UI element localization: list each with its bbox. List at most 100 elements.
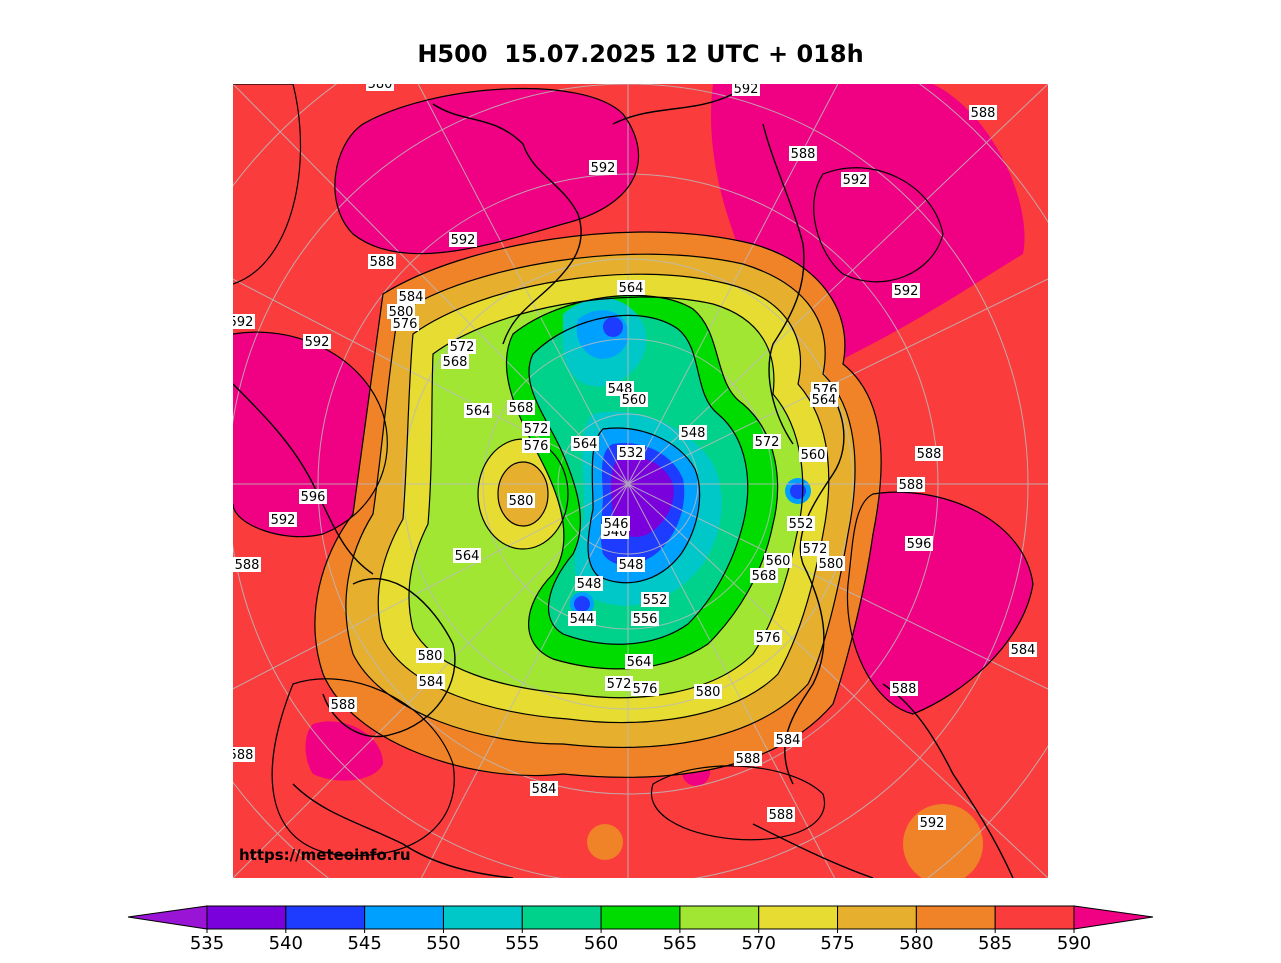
colorbar-tick-label: 560 <box>584 933 618 954</box>
svg-text:588: 588 <box>769 808 794 823</box>
svg-text:572: 572 <box>803 542 828 557</box>
contour-lines <box>233 84 1034 857</box>
svg-text:564: 564 <box>812 393 837 408</box>
colorbar-tick-label: 565 <box>663 933 697 954</box>
contour-label: 560 <box>764 553 792 569</box>
colorbar-tick-label: 550 <box>426 933 460 954</box>
svg-text:532: 532 <box>619 446 644 461</box>
contour-label: 546 <box>602 516 630 532</box>
colorbar-ticks: 535 540 545 550 555 560 565 570 575 580 585 590 <box>190 929 1091 954</box>
svg-text:588: 588 <box>736 752 761 767</box>
contour-label: 552 <box>787 516 815 532</box>
contour-label: 568 <box>507 400 535 416</box>
colorbar-bin <box>679 905 760 930</box>
contour-label: 592 <box>269 512 297 528</box>
svg-text:560: 560 <box>766 554 791 569</box>
contour-label: 564 <box>571 436 599 452</box>
svg-text:564: 564 <box>455 549 480 564</box>
contour-label: 584 <box>774 732 802 748</box>
colorbar-bin <box>206 905 287 930</box>
svg-text:552: 552 <box>643 593 668 608</box>
colorbar-under-arrow <box>127 905 208 930</box>
contour-label: 592 <box>303 334 331 350</box>
svg-text:546: 546 <box>604 517 629 532</box>
contour-label: 588 <box>789 146 817 162</box>
contour-label: 532 <box>617 445 645 461</box>
svg-text:592: 592 <box>451 233 476 248</box>
contour-label: 568 <box>750 568 778 584</box>
source-url: https://meteoinfo.ru <box>239 846 411 864</box>
svg-text:564: 564 <box>573 437 598 452</box>
colorbar-bin <box>837 905 917 930</box>
svg-text:564: 564 <box>619 281 644 296</box>
colorbar-bin <box>364 905 444 930</box>
contour-label: 592 <box>449 232 477 248</box>
svg-text:588: 588 <box>917 447 942 462</box>
svg-text:576: 576 <box>393 317 418 332</box>
colorbar-tick-label: 555 <box>505 933 539 954</box>
colorbar: 535 540 545 550 555 560 565 570 575 580 585 590 <box>127 905 1154 954</box>
colorbar-tick-label: 545 <box>347 933 381 954</box>
svg-text:588: 588 <box>892 682 917 697</box>
contour-label: 592 <box>233 314 255 330</box>
contour-label: 576 <box>754 630 782 646</box>
svg-text:588: 588 <box>331 698 356 713</box>
colorbar-bin <box>600 905 681 930</box>
svg-text:556: 556 <box>633 612 658 627</box>
colorbar-tick-label: 590 <box>1057 933 1091 954</box>
contour-label: 572 <box>522 421 550 437</box>
colorbar-tick-label: 535 <box>190 933 224 954</box>
svg-text:580: 580 <box>418 649 443 664</box>
svg-text:584: 584 <box>1011 643 1036 658</box>
svg-text:588: 588 <box>235 558 260 573</box>
colorbar-tick-label: 540 <box>269 933 303 954</box>
svg-text:584: 584 <box>399 290 424 305</box>
svg-text:588: 588 <box>971 106 996 121</box>
contour-label: 588 <box>233 557 261 573</box>
svg-text:572: 572 <box>450 340 475 355</box>
contour-label: 580 <box>507 493 535 509</box>
svg-text:584: 584 <box>419 675 444 690</box>
contour-label: 588 <box>329 697 357 713</box>
contour-label: 580 <box>694 684 722 700</box>
colorbar-over-arrow <box>1073 905 1154 930</box>
svg-text:564: 564 <box>466 404 491 419</box>
contour-label: 588 <box>734 751 762 767</box>
svg-text:588: 588 <box>791 147 816 162</box>
svg-text:580: 580 <box>509 494 534 509</box>
contour-label: 564 <box>453 548 481 564</box>
contour-label: 552 <box>641 592 669 608</box>
svg-text:580: 580 <box>368 84 393 92</box>
svg-text:588: 588 <box>233 748 253 763</box>
svg-text:560: 560 <box>622 393 647 408</box>
colorbar-bin <box>758 905 839 930</box>
colorbar-bin <box>915 905 996 930</box>
contour-label: 588 <box>368 254 396 270</box>
svg-text:568: 568 <box>509 401 534 416</box>
svg-text:592: 592 <box>920 816 945 831</box>
svg-text:592: 592 <box>233 315 253 330</box>
contour-label: 588 <box>767 807 795 823</box>
contour-label: 576 <box>631 681 659 697</box>
contour-label: 572 <box>801 541 829 557</box>
svg-text:584: 584 <box>532 782 557 797</box>
svg-text:548: 548 <box>681 426 706 441</box>
contour-label: 592 <box>841 172 869 188</box>
svg-text:580: 580 <box>696 685 721 700</box>
geopotential-map[interactable]: 580 592 588 592 588 592 592 592 588 584 580 576 592 5… <box>233 84 1048 878</box>
contour-label: 592 <box>918 815 946 831</box>
svg-text:588: 588 <box>370 255 395 270</box>
contour-label: 592 <box>732 84 760 97</box>
colorbar-tick-label: 575 <box>820 933 854 954</box>
colorbar-bin <box>442 905 523 930</box>
colorbar-bin <box>285 905 366 930</box>
colorbar-bin <box>994 905 1075 930</box>
contour-label: 548 <box>679 425 707 441</box>
contour-label: 584 <box>417 674 445 690</box>
contour-label: 548 <box>575 576 603 592</box>
colorbar-bins <box>206 905 1075 930</box>
svg-text:572: 572 <box>524 422 549 437</box>
colorbar-bin <box>521 905 602 930</box>
contour-label: 548 <box>617 557 645 573</box>
svg-text:596: 596 <box>301 490 326 505</box>
